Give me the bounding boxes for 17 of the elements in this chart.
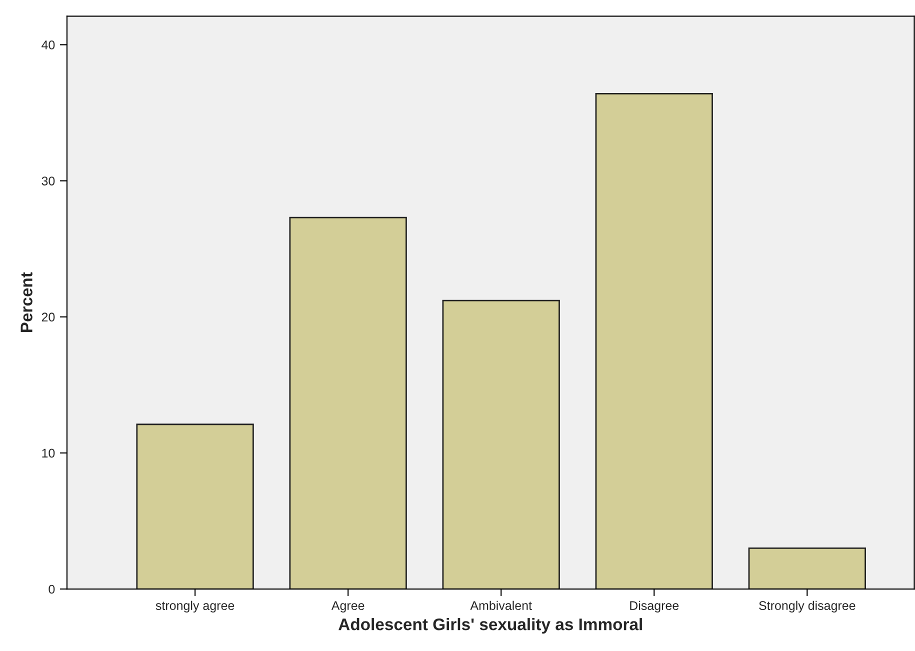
y-tick-label: 20 (42, 312, 55, 322)
x-tick-label: Strongly disagree (759, 600, 856, 612)
bar (136, 424, 254, 590)
x-tick-label: Agree (331, 601, 364, 612)
bar (748, 548, 866, 590)
y-tick-label: 40 (42, 40, 55, 50)
x-tick-label: Ambivalent (470, 600, 532, 610)
x-axis-title: Adolescent Girls' sexuality as Immoral (338, 618, 642, 634)
x-tick-label: strongly agree (156, 600, 234, 612)
y-tick-label: 30 (42, 176, 55, 186)
x-tick-label: Disagree (630, 600, 679, 612)
bar (289, 216, 407, 590)
y-tick-label: 0 (48, 584, 55, 594)
y-tick-label: 10 (42, 448, 55, 458)
y-axis-title: Percent (20, 272, 32, 332)
bar (442, 300, 560, 590)
bar (595, 93, 713, 590)
